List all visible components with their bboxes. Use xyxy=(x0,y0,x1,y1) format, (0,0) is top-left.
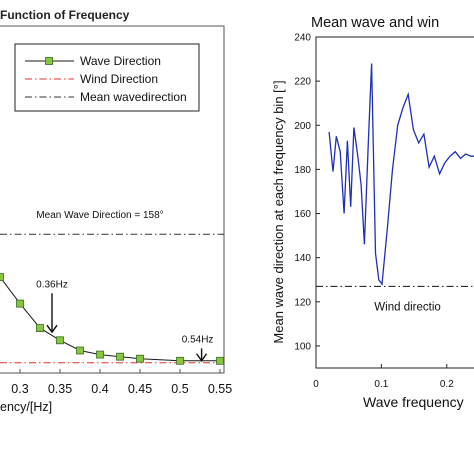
left-series-group xyxy=(0,233,224,364)
left-data-point xyxy=(96,350,104,359)
right-chart: Mean wave and win 100 120 140 160 180 200 220 2… xyxy=(271,15,474,410)
right-y-tick-label: 120 xyxy=(294,297,311,308)
left-x-ticks: 0.3 0.35 0.4 0.45 0.5 0.55 xyxy=(11,369,232,396)
right-x-tick-label: 0.1 xyxy=(374,379,388,390)
left-annotation-text: 0.54Hz xyxy=(182,334,214,345)
right-y-tick-label: 200 xyxy=(294,121,311,132)
left-annotation-text: Mean Wave Direction = 158° xyxy=(36,210,163,221)
right-x-tick-label: 0.2 xyxy=(440,379,454,390)
right-y-ticks: 100 120 140 160 180 200 220 240 xyxy=(294,33,320,352)
right-y-tick-label: 240 xyxy=(294,33,311,44)
legend-label-mean-wavedirection: Mean wavedirection xyxy=(80,90,187,104)
left-annotation-arrow-head xyxy=(46,324,58,334)
left-x-axis-label: ency/[Hz] xyxy=(0,400,52,414)
right-chart-title: Mean wave and win xyxy=(311,15,439,31)
legend-label-wind-direction: Wind Direction xyxy=(80,72,158,86)
right-y-tick-label: 100 xyxy=(294,341,311,352)
left-chart: Function of Frequency 0.3 0.35 0.4 0.45 0.5 0… xyxy=(0,8,232,414)
left-data-point xyxy=(36,324,44,333)
left-marker-group xyxy=(0,273,224,365)
right-x-axis-label: Wave frequency xyxy=(363,394,464,410)
left-data-point xyxy=(76,346,84,355)
left-annotation-text: 0.36Hz xyxy=(36,279,68,290)
right-y-tick-label: 140 xyxy=(294,253,311,264)
left-x-tick-label: 0.4 xyxy=(91,382,108,396)
right-y-tick-label: 180 xyxy=(294,165,311,176)
left-data-point xyxy=(16,299,24,308)
legend-wave-direction-marker xyxy=(45,57,53,65)
legend-label-wave-direction: Wave Direction xyxy=(80,54,161,68)
left-annotations: Mean Wave Direction = 158° 0.36Hz 0.54Hz xyxy=(36,210,214,362)
left-x-tick-label: 0.5 xyxy=(171,382,188,396)
left-data-point xyxy=(56,336,64,345)
right-y-axis-label: Mean wave direction at each frequency bi… xyxy=(271,80,286,343)
left-data-point xyxy=(0,273,4,282)
left-legend: Wave Direction Wind Direction Mean waved… xyxy=(14,43,200,112)
left-data-point xyxy=(176,356,184,365)
left-x-tick-label: 0.35 xyxy=(48,382,72,396)
right-series-line-0 xyxy=(328,63,474,286)
right-x-ticks: 0 0.1 0.2 xyxy=(313,364,454,390)
right-annotations: Wind directio xyxy=(374,302,440,314)
left-series-line-0 xyxy=(0,276,220,362)
right-series-group xyxy=(316,63,474,287)
left-data-point xyxy=(216,356,224,365)
left-x-tick-label: 0.3 xyxy=(11,382,28,396)
left-x-tick-label: 0.45 xyxy=(128,382,152,396)
left-x-tick-label: 0.55 xyxy=(208,382,232,396)
legend-box xyxy=(14,43,200,112)
right-annotation-text: Wind directio xyxy=(374,302,440,314)
left-data-point xyxy=(116,352,124,361)
right-x-tick-label: 0 xyxy=(313,379,319,390)
right-y-tick-label: 160 xyxy=(294,209,311,220)
left-data-point xyxy=(136,354,144,363)
left-chart-title: Function of Frequency xyxy=(0,8,130,22)
left-annotation-arrow-head xyxy=(196,353,208,362)
right-plot-frame xyxy=(315,36,474,369)
right-y-tick-label: 220 xyxy=(294,77,311,88)
